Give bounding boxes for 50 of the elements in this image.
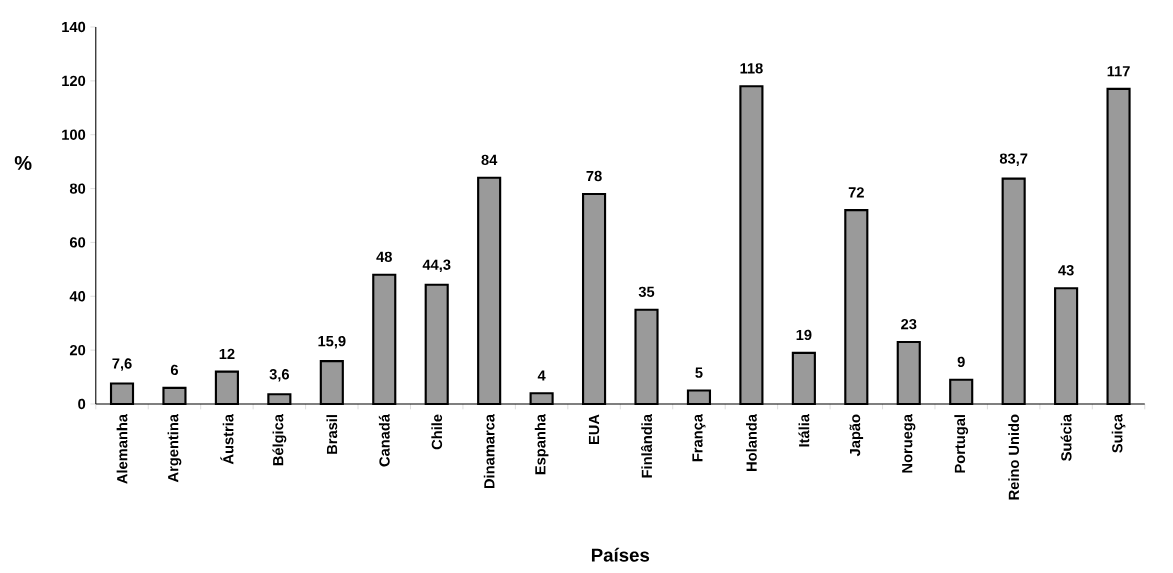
- data-label: 6: [170, 364, 179, 376]
- y-tick-label: 0: [78, 398, 86, 410]
- x-tick-label: Suécia: [1060, 413, 1072, 461]
- y-tick-label: 80: [69, 183, 86, 194]
- data-label: 19: [796, 329, 812, 341]
- data-label: 83,7: [999, 153, 1028, 166]
- data-label: 43: [1058, 265, 1074, 276]
- x-tick-label: Espanha: [534, 413, 549, 475]
- x-tick-label: Finlândia: [640, 413, 653, 478]
- x-tick-label: Canadá: [378, 414, 390, 467]
- x-tick-label: Portugal: [954, 415, 969, 473]
- x-axis-title: Países: [591, 547, 650, 562]
- x-tick-label: Brasil: [326, 415, 338, 454]
- y-tick-label: 140: [62, 21, 86, 33]
- data-label: 48: [376, 251, 392, 263]
- x-tick-label: Dinamarca: [483, 413, 495, 489]
- x-tick-label: Itália: [798, 413, 810, 447]
- y-tick-label: 60: [69, 237, 86, 248]
- data-label: 23: [901, 318, 917, 330]
- data-label: 7,6: [112, 358, 132, 371]
- data-label: 72: [848, 187, 864, 198]
- x-tick-label: Chile: [431, 414, 443, 450]
- data-label: 15,9: [318, 335, 346, 349]
- y-axis-title: %: [14, 155, 32, 171]
- x-tick-label: EUA: [588, 414, 600, 445]
- data-label: 35: [638, 286, 655, 298]
- data-label: 78: [586, 170, 602, 182]
- x-tick-label: Alemanha: [116, 413, 128, 484]
- data-label: 44,3: [422, 259, 451, 272]
- y-tick-label: 120: [62, 75, 86, 87]
- data-label: 9: [957, 356, 965, 368]
- x-tick-label: Suiça: [1111, 413, 1126, 453]
- x-tick-label: Argentina: [167, 413, 182, 483]
- data-label: 3,6: [269, 369, 290, 382]
- data-label: 84: [481, 154, 498, 166]
- data-label: 5: [695, 367, 703, 378]
- data-label: 118: [740, 63, 763, 74]
- x-tick-label: Áustria: [220, 413, 234, 465]
- x-tick-label: Noruega: [902, 413, 916, 473]
- data-label: 12: [219, 348, 235, 359]
- data-label: 4: [537, 370, 546, 381]
- y-tick-label: 20: [69, 344, 86, 356]
- y-tick-label: 100: [62, 129, 86, 140]
- x-tick-label: Holanda: [746, 413, 757, 471]
- x-tick-label: Bélgica: [272, 413, 287, 466]
- x-tick-label: Japão: [849, 414, 864, 457]
- y-tick-label: 40: [69, 291, 86, 302]
- x-tick-label: Reino Unido: [1008, 414, 1020, 500]
- data-label: 117: [1107, 66, 1130, 77]
- x-tick-label: França: [692, 413, 706, 462]
